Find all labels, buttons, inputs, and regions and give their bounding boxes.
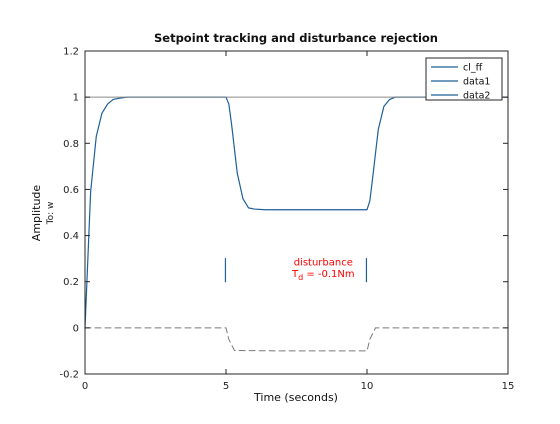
y-tick-label-0.8: 0.8 — [63, 139, 79, 150]
y-axis-sublabel: To: w — [46, 202, 56, 226]
y-axis-label: Amplitude — [30, 185, 43, 242]
annotation-td-suffix: = -0.1Nm — [303, 269, 354, 280]
x-tick-label-5: 5 — [223, 381, 229, 392]
legend-box — [425, 57, 503, 101]
plot-area — [85, 51, 508, 374]
ticks-layer — [84, 50, 509, 375]
series-line-cl_ff — [84, 96, 509, 329]
legend-label-data2: data2 — [463, 91, 490, 102]
legend-label-data1: data1 — [463, 77, 490, 88]
legend-layer: cl_ff data1 data2 — [425, 57, 503, 102]
y-tick-label-0.6: 0.6 — [63, 185, 79, 196]
annotation-td-value: Td = -0.1Nm — [291, 269, 355, 282]
y-tick-label-1: 1 — [73, 93, 79, 104]
y-tick-label-0.4: 0.4 — [63, 231, 79, 242]
x-tick-label-10: 10 — [361, 381, 374, 392]
y-tick-label-1.2: 1.2 — [63, 47, 79, 58]
legend-label-cl_ff: cl_ff — [463, 63, 483, 74]
plot-frame — [84, 50, 509, 375]
series-line-4 — [84, 327, 509, 352]
annotation-td-subscript: d — [298, 273, 303, 282]
annotation-disturbance: disturbance — [294, 258, 353, 269]
chart-title: Setpoint tracking and disturbance reject… — [154, 31, 438, 45]
y-tick-label-0: 0 — [73, 323, 79, 334]
x-tick-label-15: 15 — [502, 381, 515, 392]
tick-labels-layer: 0 5 10 15-0.200.20.40.60.811.2 — [59, 47, 514, 393]
y-tick-label--0.2: -0.2 — [59, 370, 79, 381]
x-tick-label-0: 0 — [82, 381, 88, 392]
annotation-td-main: T — [291, 269, 299, 280]
x-axis-label: Time (seconds) — [253, 391, 338, 404]
y-tick-label-0.2: 0.2 — [63, 277, 79, 288]
